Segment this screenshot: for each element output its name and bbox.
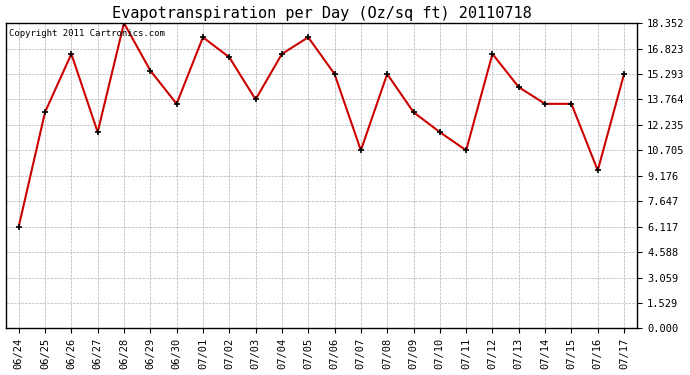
Title: Evapotranspiration per Day (Oz/sq ft) 20110718: Evapotranspiration per Day (Oz/sq ft) 20… [112,6,531,21]
Text: Copyright 2011 Cartronics.com: Copyright 2011 Cartronics.com [9,29,165,38]
